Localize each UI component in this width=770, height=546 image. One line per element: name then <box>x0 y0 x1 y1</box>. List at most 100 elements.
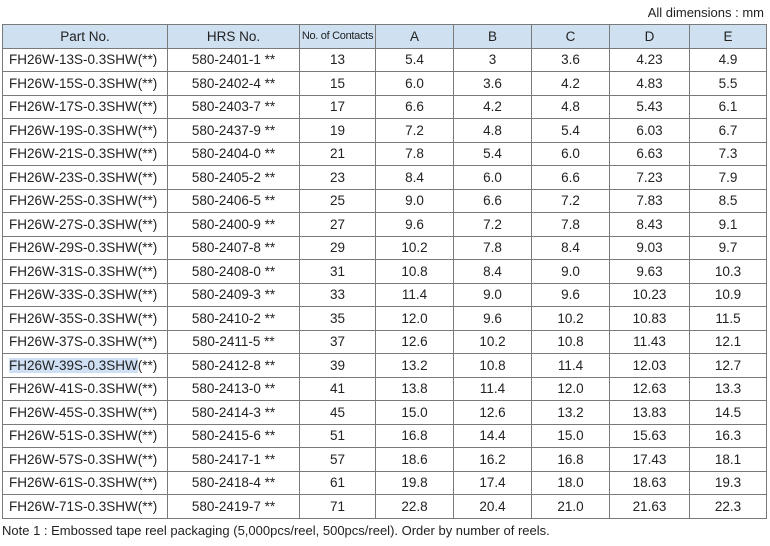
e-cell: 13.3 <box>689 376 767 401</box>
b-cell: 10.8 <box>453 353 532 378</box>
hrs-no-cell: 580-2400-9 ** <box>167 212 300 237</box>
b-cell: 17.4 <box>453 470 532 495</box>
a-cell: 13.2 <box>375 353 454 378</box>
part-no-cell: FH26W-17S-0.3SHW(**) <box>2 94 168 119</box>
b-cell: 16.2 <box>453 447 532 472</box>
hrs-no-cell: 580-2418-4 ** <box>167 470 300 495</box>
selected-text[interactable]: FH26W-39S-0.3SHW <box>9 357 138 373</box>
part-no-cell: FH26W-71S-0.3SHW(**) <box>2 494 168 519</box>
header-e: E <box>689 24 767 49</box>
contacts-cell: 39 <box>299 353 376 378</box>
contacts-cell: 57 <box>299 447 376 472</box>
d-cell: 15.63 <box>609 423 690 448</box>
b-cell: 4.2 <box>453 94 532 119</box>
e-cell: 14.5 <box>689 400 767 425</box>
table-row: FH26W-15S-0.3SHW(**) 580-2402-4 ** 15 6.0 3.… <box>2 71 767 96</box>
part-no-cell: FH26W-21S-0.3SHW(**) <box>2 141 168 166</box>
d-cell: 17.43 <box>609 447 690 472</box>
d-cell: 6.03 <box>609 118 690 143</box>
b-cell: 5.4 <box>453 141 532 166</box>
d-cell: 21.63 <box>609 494 690 519</box>
part-no-cell: FH26W-15S-0.3SHW(**) <box>2 71 168 96</box>
e-cell: 7.3 <box>689 141 767 166</box>
table-row: FH26W-61S-0.3SHW(**) 580-2418-4 ** 61 19.8 1… <box>2 470 767 495</box>
contacts-cell: 37 <box>299 329 376 354</box>
table-row: FH26W-57S-0.3SHW(**) 580-2417-1 ** 57 18.6 1… <box>2 447 767 472</box>
contacts-cell: 41 <box>299 376 376 401</box>
a-cell: 13.8 <box>375 376 454 401</box>
b-cell: 20.4 <box>453 494 532 519</box>
c-cell: 10.2 <box>531 306 610 331</box>
a-cell: 7.8 <box>375 141 454 166</box>
e-cell: 10.9 <box>689 282 767 307</box>
contacts-cell: 29 <box>299 235 376 260</box>
hrs-no-cell: 580-2414-3 ** <box>167 400 300 425</box>
part-no-cell: FH26W-45S-0.3SHW(**) <box>2 400 168 425</box>
c-cell: 12.0 <box>531 376 610 401</box>
part-no-cell: FH26W-61S-0.3SHW(**) <box>2 470 168 495</box>
d-cell: 8.43 <box>609 212 690 237</box>
contacts-cell: 23 <box>299 165 376 190</box>
d-cell: 18.63 <box>609 470 690 495</box>
b-cell: 12.6 <box>453 400 532 425</box>
table-row: FH26W-19S-0.3SHW(**) 580-2437-9 ** 19 7.2 4.… <box>2 118 767 143</box>
d-cell: 9.03 <box>609 235 690 260</box>
c-cell: 11.4 <box>531 353 610 378</box>
table-row: FH26W-37S-0.3SHW(**) 580-2411-5 ** 37 12.6 1… <box>2 329 767 354</box>
table-row: FH26W-31S-0.3SHW(**) 580-2408-0 ** 31 10.8 8… <box>2 259 767 284</box>
e-cell: 18.1 <box>689 447 767 472</box>
part-no-cell: FH26W-33S-0.3SHW(**) <box>2 282 168 307</box>
hrs-no-cell: 580-2407-8 ** <box>167 235 300 260</box>
table-row: FH26W-27S-0.3SHW(**) 580-2400-9 ** 27 9.6 7.… <box>2 212 767 237</box>
e-cell: 9.1 <box>689 212 767 237</box>
contacts-cell: 25 <box>299 188 376 213</box>
a-cell: 6.0 <box>375 71 454 96</box>
b-cell: 4.8 <box>453 118 532 143</box>
e-cell: 8.5 <box>689 188 767 213</box>
table-row: FH26W-23S-0.3SHW(**) 580-2405-2 ** 23 8.4 6.… <box>2 165 767 190</box>
a-cell: 10.8 <box>375 259 454 284</box>
c-cell: 21.0 <box>531 494 610 519</box>
hrs-no-cell: 580-2410-2 ** <box>167 306 300 331</box>
b-cell: 3.6 <box>453 71 532 96</box>
b-cell: 6.6 <box>453 188 532 213</box>
part-no-cell: FH26W-29S-0.3SHW(**) <box>2 235 168 260</box>
hrs-no-cell: 580-2409-3 ** <box>167 282 300 307</box>
contacts-cell: 45 <box>299 400 376 425</box>
a-cell: 16.8 <box>375 423 454 448</box>
part-no-cell: FH26W-41S-0.3SHW(**) <box>2 376 168 401</box>
part-no-cell: FH26W-51S-0.3SHW(**) <box>2 423 168 448</box>
b-cell: 8.4 <box>453 259 532 284</box>
contacts-cell: 15 <box>299 71 376 96</box>
a-cell: 12.6 <box>375 329 454 354</box>
c-cell: 4.2 <box>531 71 610 96</box>
c-cell: 6.6 <box>531 165 610 190</box>
a-cell: 15.0 <box>375 400 454 425</box>
header-d: D <box>609 24 690 49</box>
a-cell: 8.4 <box>375 165 454 190</box>
a-cell: 19.8 <box>375 470 454 495</box>
part-no-cell: FH26W-31S-0.3SHW(**) <box>2 259 168 284</box>
contacts-cell: 19 <box>299 118 376 143</box>
c-cell: 8.4 <box>531 235 610 260</box>
c-cell: 3.6 <box>531 47 610 72</box>
c-cell: 7.2 <box>531 188 610 213</box>
a-cell: 10.2 <box>375 235 454 260</box>
a-cell: 22.8 <box>375 494 454 519</box>
e-cell: 6.1 <box>689 94 767 119</box>
part-suffix: (**) <box>137 357 158 373</box>
contacts-cell: 33 <box>299 282 376 307</box>
hrs-no-cell: 580-2413-0 ** <box>167 376 300 401</box>
hrs-no-cell: 580-2419-7 ** <box>167 494 300 519</box>
part-no-cell[interactable]: FH26W-39S-0.3SHW(**) <box>2 353 168 378</box>
table-row: FH26W-13S-0.3SHW(**) 580-2401-1 ** 13 5.4 3 3… <box>2 47 767 72</box>
part-no-cell: FH26W-37S-0.3SHW(**) <box>2 329 168 354</box>
header-row: Part No. HRS No. No. of Contacts A B C D… <box>2 24 767 49</box>
b-cell: 7.8 <box>453 235 532 260</box>
b-cell: 11.4 <box>453 376 532 401</box>
hrs-no-cell: 580-2402-4 ** <box>167 71 300 96</box>
e-cell: 4.9 <box>689 47 767 72</box>
header-part-no: Part No. <box>2 24 168 49</box>
contacts-cell: 71 <box>299 494 376 519</box>
d-cell: 9.63 <box>609 259 690 284</box>
